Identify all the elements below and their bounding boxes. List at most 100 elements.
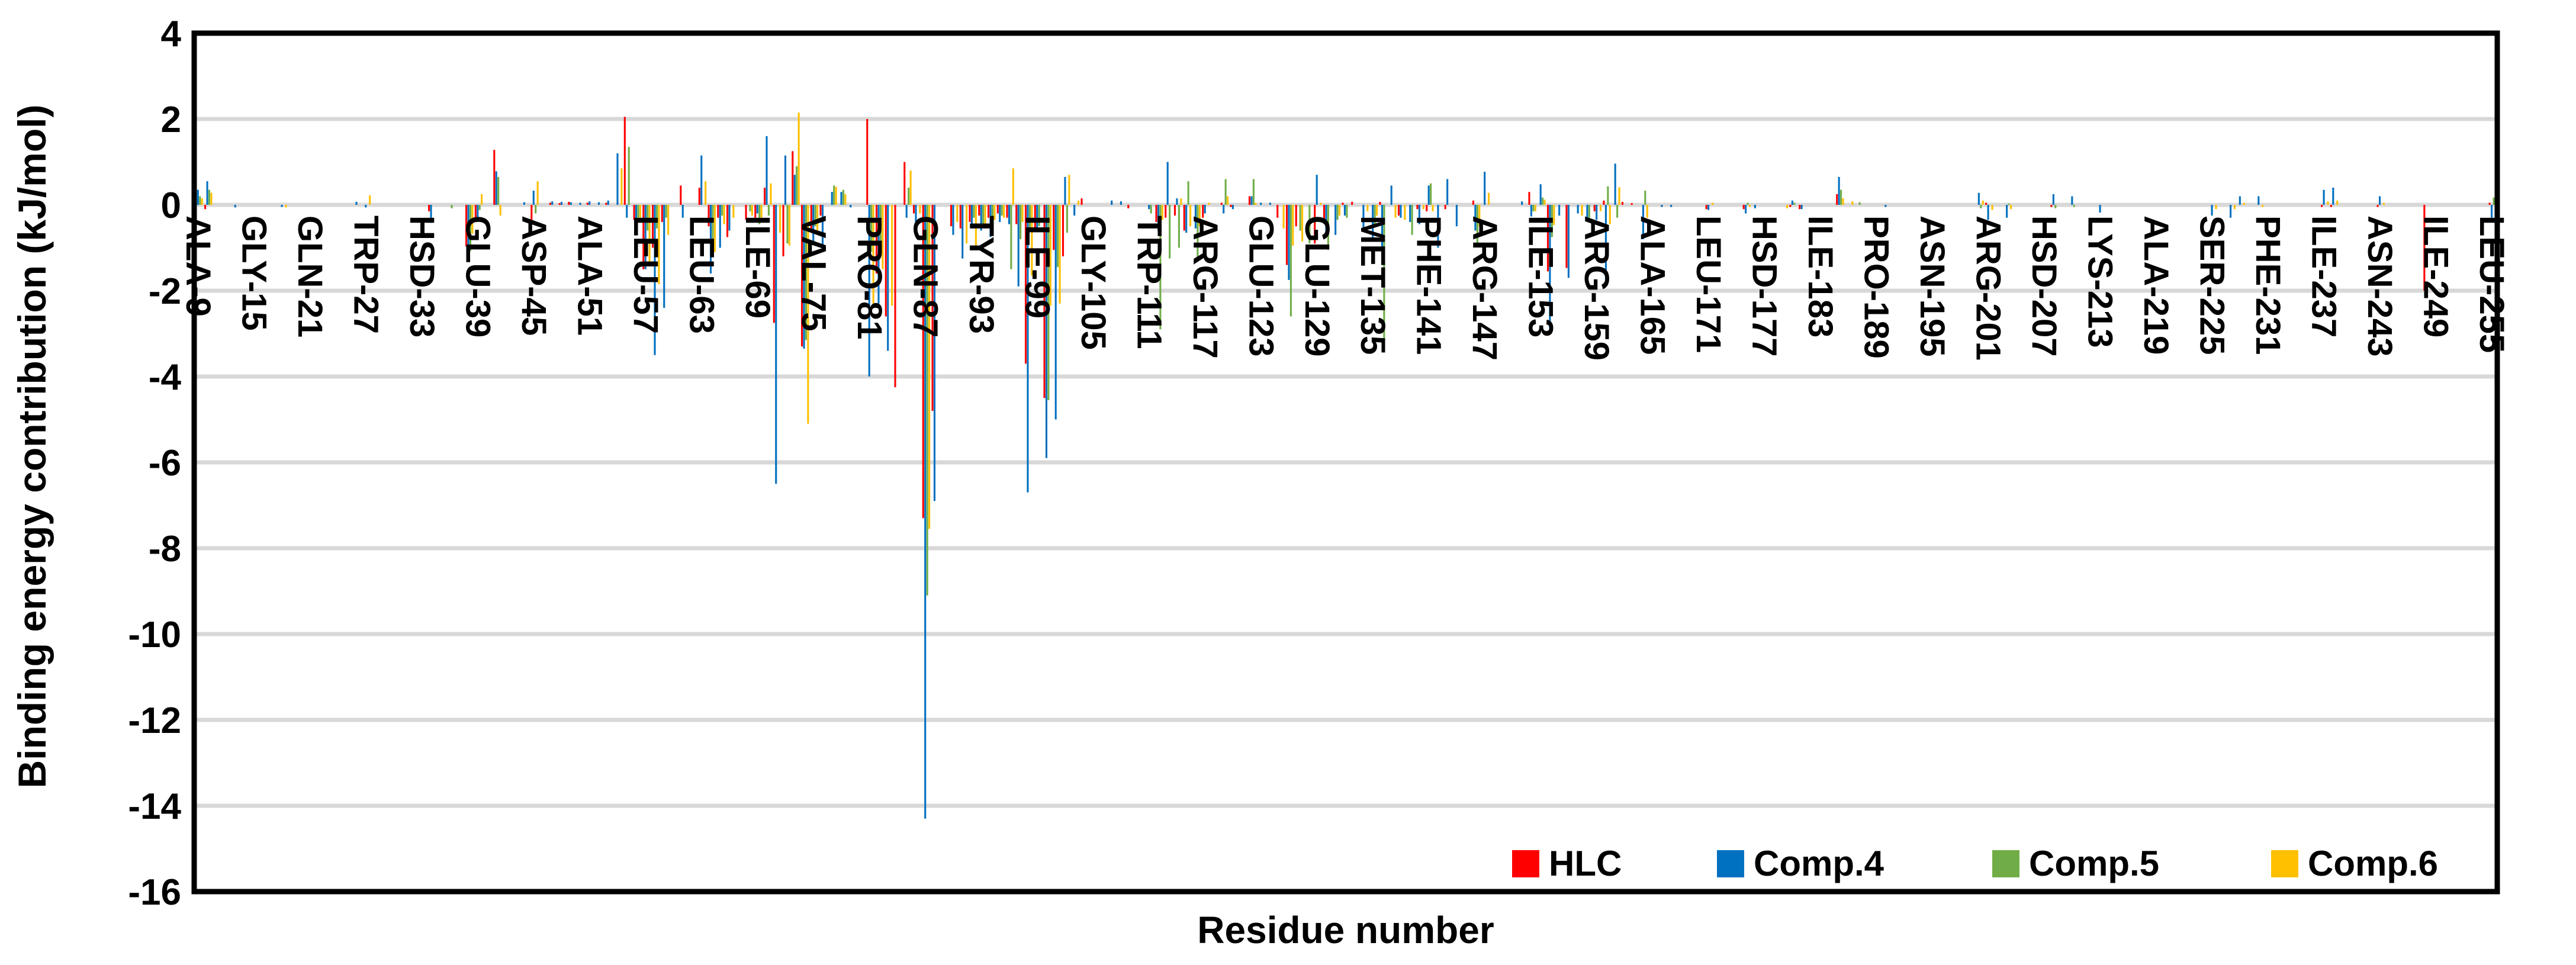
bar-HLC-87 <box>922 205 924 519</box>
x-tick-label: TYR-93 <box>962 215 1001 334</box>
bar-HLC-171 <box>1705 205 1707 210</box>
bar-Comp.5-160 <box>1607 186 1609 205</box>
bar-Comp.4-45 <box>532 191 535 205</box>
bar-Comp.6-93 <box>984 205 986 227</box>
bar-HLC-237 <box>2321 205 2323 207</box>
x-tick-label: TRP-111 <box>1130 215 1168 349</box>
bar-Comp.4-98 <box>1027 205 1029 493</box>
bar-Comp.4-142 <box>1437 205 1439 248</box>
bar-Comp.4-52 <box>597 202 600 205</box>
bar-HLC-48 <box>558 203 561 205</box>
bar-HLC-57 <box>642 205 645 269</box>
bar-Comp.4-227 <box>2230 205 2232 218</box>
bar-Comp.5-141 <box>1430 183 1432 205</box>
bar-Comp.6-96 <box>1012 168 1014 205</box>
bar-Comp.5-96 <box>1010 205 1012 269</box>
bar-Comp.4-153 <box>1539 184 1542 205</box>
bar-Comp.6-39 <box>481 194 483 205</box>
bar-Comp.6-45 <box>536 181 539 205</box>
bar-Comp.4-151 <box>1521 201 1523 205</box>
bar-Comp.6-230 <box>2262 205 2264 207</box>
bar-Comp.4-138 <box>1400 205 1402 218</box>
bar-Comp.4-91 <box>961 205 964 259</box>
y-tick-label: -14 <box>128 786 181 827</box>
bar-Comp.4-155 <box>1558 205 1561 216</box>
bar-Comp.6-131 <box>1339 205 1341 216</box>
bar-Comp.5-92 <box>973 205 975 218</box>
bar-Comp.4-147 <box>1484 172 1486 205</box>
bar-HLC-112 <box>1155 205 1157 222</box>
bar-Comp.5-97 <box>1020 205 1022 239</box>
bar-Comp.4-83 <box>887 205 889 351</box>
bar-Comp.5-187 <box>1858 202 1861 205</box>
bar-Comp.6-64 <box>713 205 716 252</box>
bar-HLC-97 <box>1015 205 1018 224</box>
x-tick-label: ASP-45 <box>514 215 553 336</box>
bar-Comp.6-83 <box>891 205 893 306</box>
bar-HLC-56 <box>633 205 635 220</box>
bar-HLC-51 <box>586 202 588 205</box>
bar-HLC-185 <box>1836 194 1838 205</box>
bar-Comp.6-18 <box>285 205 287 208</box>
x-tick-label: VAL-75 <box>794 215 832 332</box>
bar-Comp.6-160 <box>1609 205 1611 224</box>
bar-Comp.4-117 <box>1204 205 1206 214</box>
y-tick-label: -12 <box>128 700 181 741</box>
bar-Comp.6-122 <box>1255 202 1257 205</box>
bar-HLC-163 <box>1630 203 1633 205</box>
bar-HLC-84 <box>894 205 896 388</box>
bar-HLC-127 <box>1295 205 1297 227</box>
bar-Comp.5-99 <box>1038 205 1040 227</box>
x-tick-label: PHE-141 <box>1410 215 1448 355</box>
bar-HLC-68 <box>745 205 747 220</box>
bar-Comp.5-101 <box>1057 205 1059 268</box>
bar-Comp.6-140 <box>1422 205 1424 210</box>
bar-HLC-38 <box>465 205 468 247</box>
bar-Comp.4-49 <box>570 202 572 205</box>
bar-Comp.5-135 <box>1374 205 1376 227</box>
bar-Comp.5-58 <box>655 205 658 229</box>
bar-Comp.4-140 <box>1418 205 1420 224</box>
bar-Comp.4-115 <box>1185 205 1188 233</box>
bar-HLC-143 <box>1444 205 1446 210</box>
bar-HLC-49 <box>568 201 570 205</box>
bar-Comp.5-203 <box>2008 203 2010 205</box>
x-tick-label: ARG-117 <box>1186 215 1224 359</box>
bar-Comp.4-76 <box>821 205 824 248</box>
bar-Comp.4-56 <box>635 205 638 227</box>
bar-Comp.6-201 <box>1991 205 1993 210</box>
bar-Comp.4-65 <box>719 205 721 248</box>
bar-Comp.6-203 <box>2009 205 2012 210</box>
bar-Comp.5-122 <box>1252 179 1255 205</box>
bar-Comp.4-180 <box>1791 200 1793 205</box>
bar-Comp.6-73 <box>797 112 800 205</box>
bar-Comp.5-146 <box>1476 205 1478 244</box>
bar-Comp.4-44 <box>523 202 526 205</box>
x-tick-label: PRO-189 <box>1857 215 1896 359</box>
bar-Comp.6-175 <box>1748 205 1751 207</box>
bar-Comp.4-73 <box>793 175 796 205</box>
x-tick-label: SER-225 <box>2193 215 2231 355</box>
bar-HLC-126 <box>1285 205 1288 265</box>
bar-Comp.6-86 <box>919 205 921 214</box>
bar-Comp.5-81 <box>870 205 873 252</box>
bar-Comp.4-122 <box>1250 196 1253 205</box>
bar-Comp.4-74 <box>803 205 805 349</box>
bar-Comp.5-161 <box>1616 205 1619 218</box>
bar-Comp.6-82 <box>882 205 884 269</box>
bar-Comp.5-85 <box>908 188 910 205</box>
bar-HLC-39 <box>474 205 477 218</box>
bar-Comp.4-38 <box>467 205 469 248</box>
bar-Comp.4-18 <box>281 205 283 207</box>
bar-Comp.4-146 <box>1474 205 1477 231</box>
bar-Comp.5-180 <box>1793 202 1796 205</box>
legend-label-hlc: HLC <box>1549 844 1622 883</box>
bar-Comp.4-120 <box>1231 205 1234 210</box>
bar-Comp.5-38 <box>469 205 472 252</box>
bar-Comp.4-139 <box>1409 205 1411 222</box>
bar-Comp.5-131 <box>1336 205 1339 220</box>
bar-Comp.5-70 <box>767 205 770 216</box>
bar-HLC-64 <box>707 205 710 227</box>
bar-Comp.4-132 <box>1343 205 1346 216</box>
bar-Comp.5-56 <box>637 205 639 218</box>
